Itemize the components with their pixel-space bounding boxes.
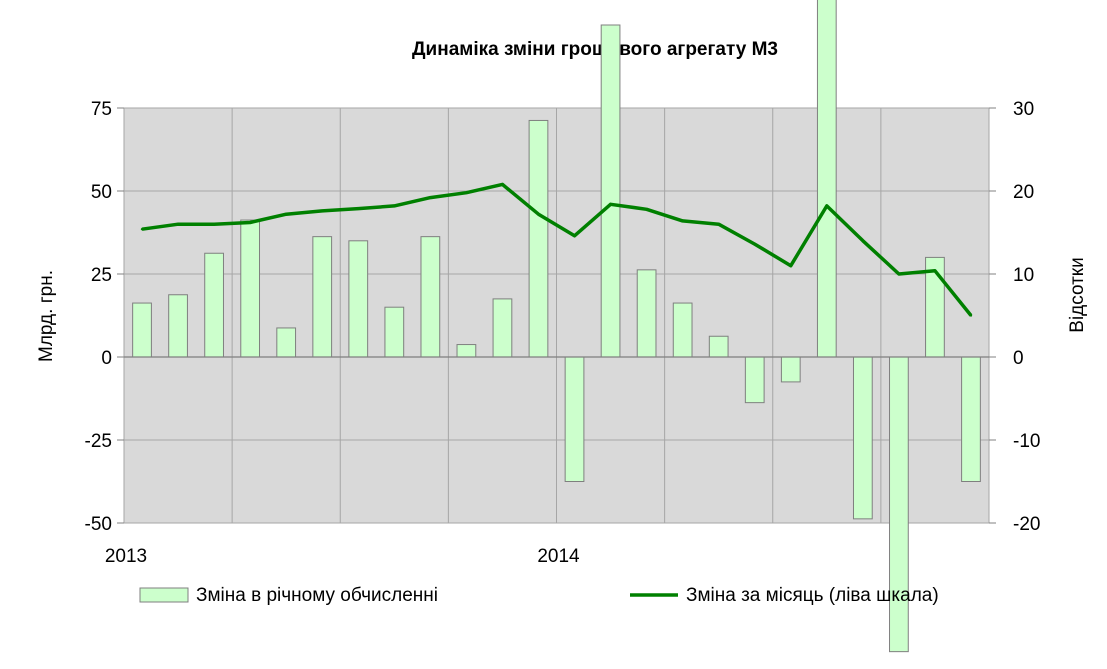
- right-axis-title: Відсотки: [1067, 257, 1088, 332]
- bar: [672, 302, 693, 358]
- line-point: [429, 196, 432, 199]
- right-tick-label: -10: [1013, 431, 1040, 452]
- legend: Зміна в річному обчисленні Зміна за міся…: [139, 585, 939, 606]
- line-point: [861, 239, 865, 242]
- bar: [348, 240, 369, 358]
- legend-bar-label: Зміна в річному обчисленні: [196, 585, 438, 606]
- line-point: [789, 264, 792, 267]
- bar: [168, 294, 188, 358]
- line-point: [897, 272, 901, 276]
- line-point: [176, 223, 180, 226]
- right-tick-label: 0: [1013, 348, 1024, 369]
- bar: [312, 236, 333, 358]
- chart-title: Динаміка зміни грошового агрегату М3: [412, 39, 778, 60]
- bar: [492, 298, 513, 358]
- bar: [528, 119, 549, 358]
- line-point: [753, 242, 756, 246]
- bar: [780, 356, 801, 383]
- line-point: [537, 213, 540, 216]
- vertical-gridlines: [231, 108, 882, 523]
- x-axis-labels: 2013 2014: [105, 546, 580, 567]
- right-tick-label: -20: [1013, 514, 1040, 535]
- line-point: [393, 204, 396, 208]
- line-point: [321, 209, 324, 213]
- right-axis-ticks: 30 20 10 0 -10 -20: [989, 99, 1040, 535]
- bar: [384, 306, 405, 358]
- line-point: [212, 223, 216, 226]
- bar: [564, 356, 585, 482]
- line-point: [357, 207, 360, 210]
- line-point: [717, 223, 720, 226]
- line-point: [140, 227, 144, 231]
- bar: [744, 356, 765, 404]
- bar: [456, 344, 477, 358]
- bar: [276, 327, 297, 358]
- left-tick-label: -50: [85, 514, 112, 535]
- line-point: [284, 213, 288, 216]
- right-tick-label: 10: [1013, 265, 1034, 286]
- left-tick-label: -25: [85, 431, 112, 452]
- left-tick-label: 75: [91, 99, 112, 120]
- bar-series: [132, 0, 981, 653]
- legend-line-label: Зміна за місяць (ліва шкала): [686, 585, 939, 606]
- series-line: [141, 182, 973, 317]
- line-point: [825, 204, 829, 208]
- left-axis-ticks: 75 50 25 0 -25 -50: [85, 99, 124, 535]
- line-series: [140, 182, 973, 317]
- bar: [889, 356, 909, 653]
- line-point: [465, 191, 468, 194]
- bar: [132, 302, 152, 358]
- line-point: [645, 208, 648, 211]
- line-point: [969, 314, 973, 317]
- left-tick-label: 0: [101, 348, 112, 369]
- bar: [852, 356, 873, 520]
- left-axis-title: Млрд. грн.: [36, 270, 57, 362]
- bar: [961, 356, 981, 482]
- right-tick-label: 20: [1013, 182, 1034, 203]
- left-tick-label: 25: [91, 265, 112, 286]
- right-tick-label: 30: [1013, 99, 1034, 120]
- bar: [816, 0, 837, 358]
- legend-bar-swatch: [139, 587, 189, 603]
- bar: [636, 269, 657, 358]
- bar: [708, 335, 729, 358]
- left-tick-label: 50: [91, 182, 112, 203]
- line-point: [933, 269, 937, 272]
- line-point: [501, 183, 504, 186]
- bar: [420, 236, 441, 358]
- bar: [240, 219, 261, 358]
- line-point: [681, 219, 684, 223]
- x-tick-label: 2013: [105, 546, 147, 567]
- bar: [600, 24, 621, 358]
- line-point: [248, 221, 252, 224]
- x-tick-label: 2014: [537, 546, 580, 567]
- bar: [204, 252, 224, 358]
- line-point: [573, 234, 576, 238]
- line-point: [609, 203, 612, 206]
